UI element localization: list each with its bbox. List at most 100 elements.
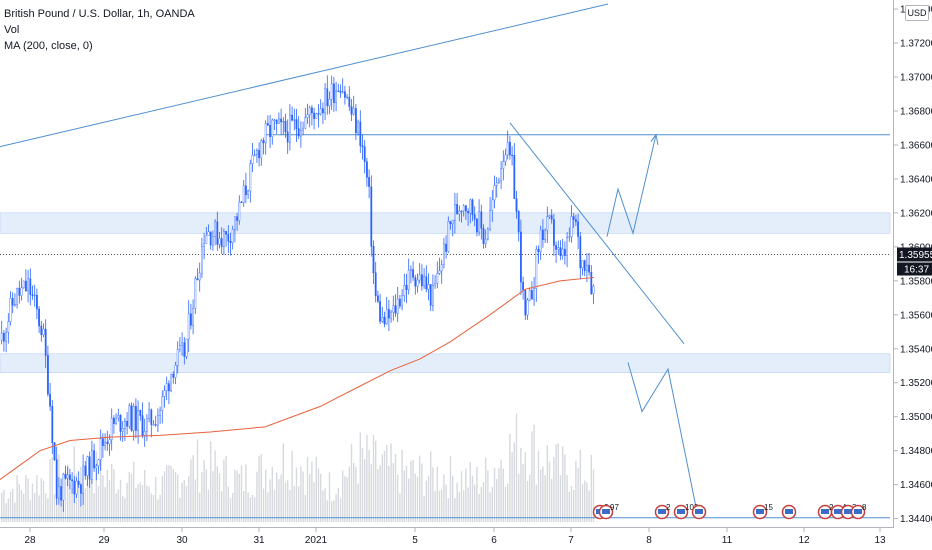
flag-icon <box>677 509 685 514</box>
volume-bar <box>84 488 86 522</box>
ma-indicator-label[interactable]: MA (200, close, 0) <box>4 40 93 52</box>
candle-body <box>284 121 287 133</box>
candle-body <box>434 283 436 286</box>
candle-body <box>49 393 52 407</box>
price-tick-label-15: 1.34400 <box>900 514 932 525</box>
candle-body <box>520 231 522 283</box>
candle-body <box>546 216 549 231</box>
time-tick-label-9: 11 <box>722 535 733 546</box>
candle-body <box>7 321 10 333</box>
candle-body <box>51 406 54 443</box>
volume-bar <box>100 454 102 522</box>
candle-body <box>368 177 370 187</box>
trend-lines[interactable] <box>0 3 699 518</box>
price-tick-label-1: 1.37200 <box>900 39 932 50</box>
candle-body <box>192 308 194 326</box>
symbol-title[interactable]: British Pound / U.S. Dollar, 1h, OANDA <box>4 8 195 20</box>
volume-bar <box>284 482 287 522</box>
volume-bar <box>458 491 460 522</box>
candle-body <box>66 474 69 479</box>
candle-body <box>570 216 573 238</box>
candle-body <box>583 260 586 272</box>
volume-bar <box>520 448 522 522</box>
event-marker-10[interactable]: 8 <box>850 503 868 520</box>
volume-bar <box>443 474 445 522</box>
candle-body <box>308 107 311 115</box>
candle-body <box>326 88 329 107</box>
candle-body <box>346 96 348 99</box>
candle-body <box>396 298 399 314</box>
volume-bar <box>471 475 474 522</box>
candle-body <box>260 140 263 159</box>
time-tick-label-11: 13 <box>874 535 886 546</box>
volume-bar <box>245 464 247 522</box>
candle-body <box>324 88 326 114</box>
candle-body <box>388 309 390 319</box>
candle-body <box>123 421 126 429</box>
volume-bar <box>586 482 588 522</box>
candle-body <box>9 298 12 322</box>
time-tick-label-3: 31 <box>253 535 265 546</box>
candle-body <box>203 243 205 247</box>
candle-body <box>256 150 258 155</box>
candle-body <box>278 118 280 124</box>
candle-body <box>429 284 432 306</box>
volume-bar <box>240 465 243 522</box>
volume-bar <box>113 469 115 522</box>
volume-bar <box>146 485 148 522</box>
event-marker-1[interactable]: 97 <box>598 503 620 520</box>
time-tick-label-10: 12 <box>798 535 810 546</box>
candle-body <box>200 246 203 274</box>
candle-body <box>62 473 65 501</box>
event-marker-5[interactable]: 15 <box>752 503 774 520</box>
candle-body <box>438 270 441 274</box>
volume-bar <box>425 480 427 522</box>
volume-bar <box>474 484 476 522</box>
time-axis[interactable]: 28 29 30 31 2021 5 6 7 8 11 12 13 <box>0 527 932 550</box>
volume-bar <box>9 491 12 522</box>
candle-body <box>568 236 571 238</box>
volume-bar <box>295 467 298 522</box>
volume-bar <box>326 500 328 522</box>
event-marker-6[interactable] <box>781 504 797 520</box>
volume-bar <box>157 499 159 522</box>
candle-body <box>222 230 225 248</box>
candle-body <box>108 439 111 445</box>
zone-1 <box>0 353 891 373</box>
candle-body <box>432 285 434 306</box>
candle-body <box>590 271 593 294</box>
candle-body <box>145 418 148 432</box>
volume-bar <box>5 503 7 522</box>
candle-body <box>392 305 395 313</box>
volume-bar <box>337 487 339 522</box>
volume-bar <box>502 468 504 522</box>
volume-bar <box>148 486 150 522</box>
economic-events[interactable]: 2972102152438 <box>592 503 868 520</box>
candle-body <box>233 216 236 230</box>
volume-bar <box>368 449 370 522</box>
candle-body <box>366 161 368 178</box>
volume-bar <box>273 489 276 522</box>
event-marker-2[interactable]: 2 <box>654 503 672 520</box>
candle-body <box>297 128 300 137</box>
volume-indicator-label[interactable]: Vol <box>4 24 20 36</box>
candle-body <box>121 428 124 432</box>
volume-bar <box>71 488 73 522</box>
volume-bar <box>141 485 144 522</box>
candle-body <box>165 383 168 392</box>
candle-body <box>161 396 164 411</box>
event-marker-4[interactable] <box>691 504 707 520</box>
currency-button[interactable]: USD <box>905 5 929 21</box>
candle-body <box>478 211 480 233</box>
event-marker-3[interactable]: 102 <box>673 503 699 520</box>
volume-bar <box>183 480 185 522</box>
candle-body <box>526 299 529 316</box>
volume-bar <box>348 466 350 522</box>
volume-bar <box>491 486 493 522</box>
candle-body <box>339 91 342 93</box>
candle-body <box>156 415 159 426</box>
volume-bar <box>135 488 137 522</box>
event-count: 8 <box>862 503 867 512</box>
volume-bar <box>91 479 93 522</box>
